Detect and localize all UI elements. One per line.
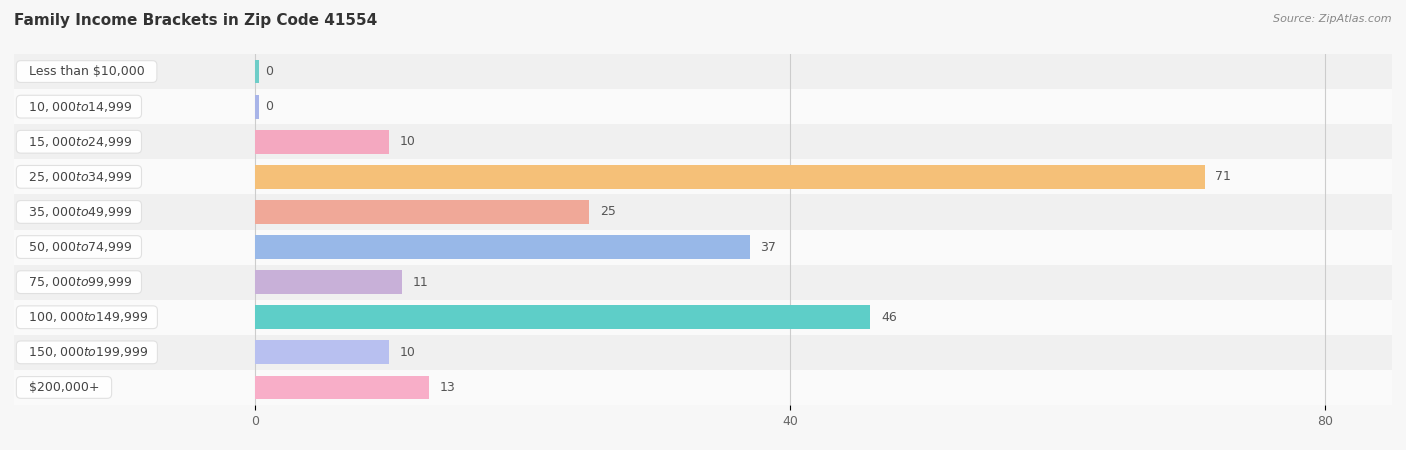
Bar bbox=[254, 375, 429, 400]
Text: 25: 25 bbox=[600, 206, 616, 218]
Text: $200,000+: $200,000+ bbox=[21, 381, 107, 394]
Bar bbox=[14, 124, 1392, 159]
Text: $10,000 to $14,999: $10,000 to $14,999 bbox=[21, 99, 138, 114]
Bar bbox=[254, 305, 870, 329]
Text: 10: 10 bbox=[399, 346, 415, 359]
Text: 46: 46 bbox=[882, 311, 897, 324]
Bar bbox=[14, 265, 1392, 300]
Text: Family Income Brackets in Zip Code 41554: Family Income Brackets in Zip Code 41554 bbox=[14, 14, 377, 28]
Bar bbox=[14, 230, 1392, 265]
Bar bbox=[14, 194, 1392, 230]
Text: 10: 10 bbox=[399, 135, 415, 148]
Text: $75,000 to $99,999: $75,000 to $99,999 bbox=[21, 275, 138, 289]
Bar bbox=[254, 130, 388, 154]
Bar bbox=[14, 89, 1392, 124]
Bar bbox=[254, 340, 388, 364]
Bar bbox=[254, 200, 589, 224]
Bar bbox=[14, 300, 1392, 335]
Text: 71: 71 bbox=[1215, 171, 1232, 183]
Bar bbox=[14, 335, 1392, 370]
Text: $100,000 to $149,999: $100,000 to $149,999 bbox=[21, 310, 153, 324]
Text: $150,000 to $199,999: $150,000 to $199,999 bbox=[21, 345, 153, 360]
Text: 0: 0 bbox=[266, 65, 274, 78]
Bar bbox=[254, 235, 749, 259]
Text: Less than $10,000: Less than $10,000 bbox=[21, 65, 152, 78]
Bar bbox=[14, 159, 1392, 194]
Bar bbox=[14, 370, 1392, 405]
Text: $35,000 to $49,999: $35,000 to $49,999 bbox=[21, 205, 138, 219]
Text: 37: 37 bbox=[761, 241, 776, 253]
Text: $15,000 to $24,999: $15,000 to $24,999 bbox=[21, 135, 138, 149]
Bar bbox=[254, 165, 1205, 189]
Text: $25,000 to $34,999: $25,000 to $34,999 bbox=[21, 170, 138, 184]
Text: $50,000 to $74,999: $50,000 to $74,999 bbox=[21, 240, 138, 254]
Text: 13: 13 bbox=[440, 381, 456, 394]
Bar bbox=[254, 59, 259, 84]
Text: 11: 11 bbox=[413, 276, 429, 288]
Bar bbox=[254, 94, 259, 119]
Bar bbox=[254, 270, 402, 294]
Text: Source: ZipAtlas.com: Source: ZipAtlas.com bbox=[1274, 14, 1392, 23]
Bar bbox=[14, 54, 1392, 89]
Text: 0: 0 bbox=[266, 100, 274, 113]
